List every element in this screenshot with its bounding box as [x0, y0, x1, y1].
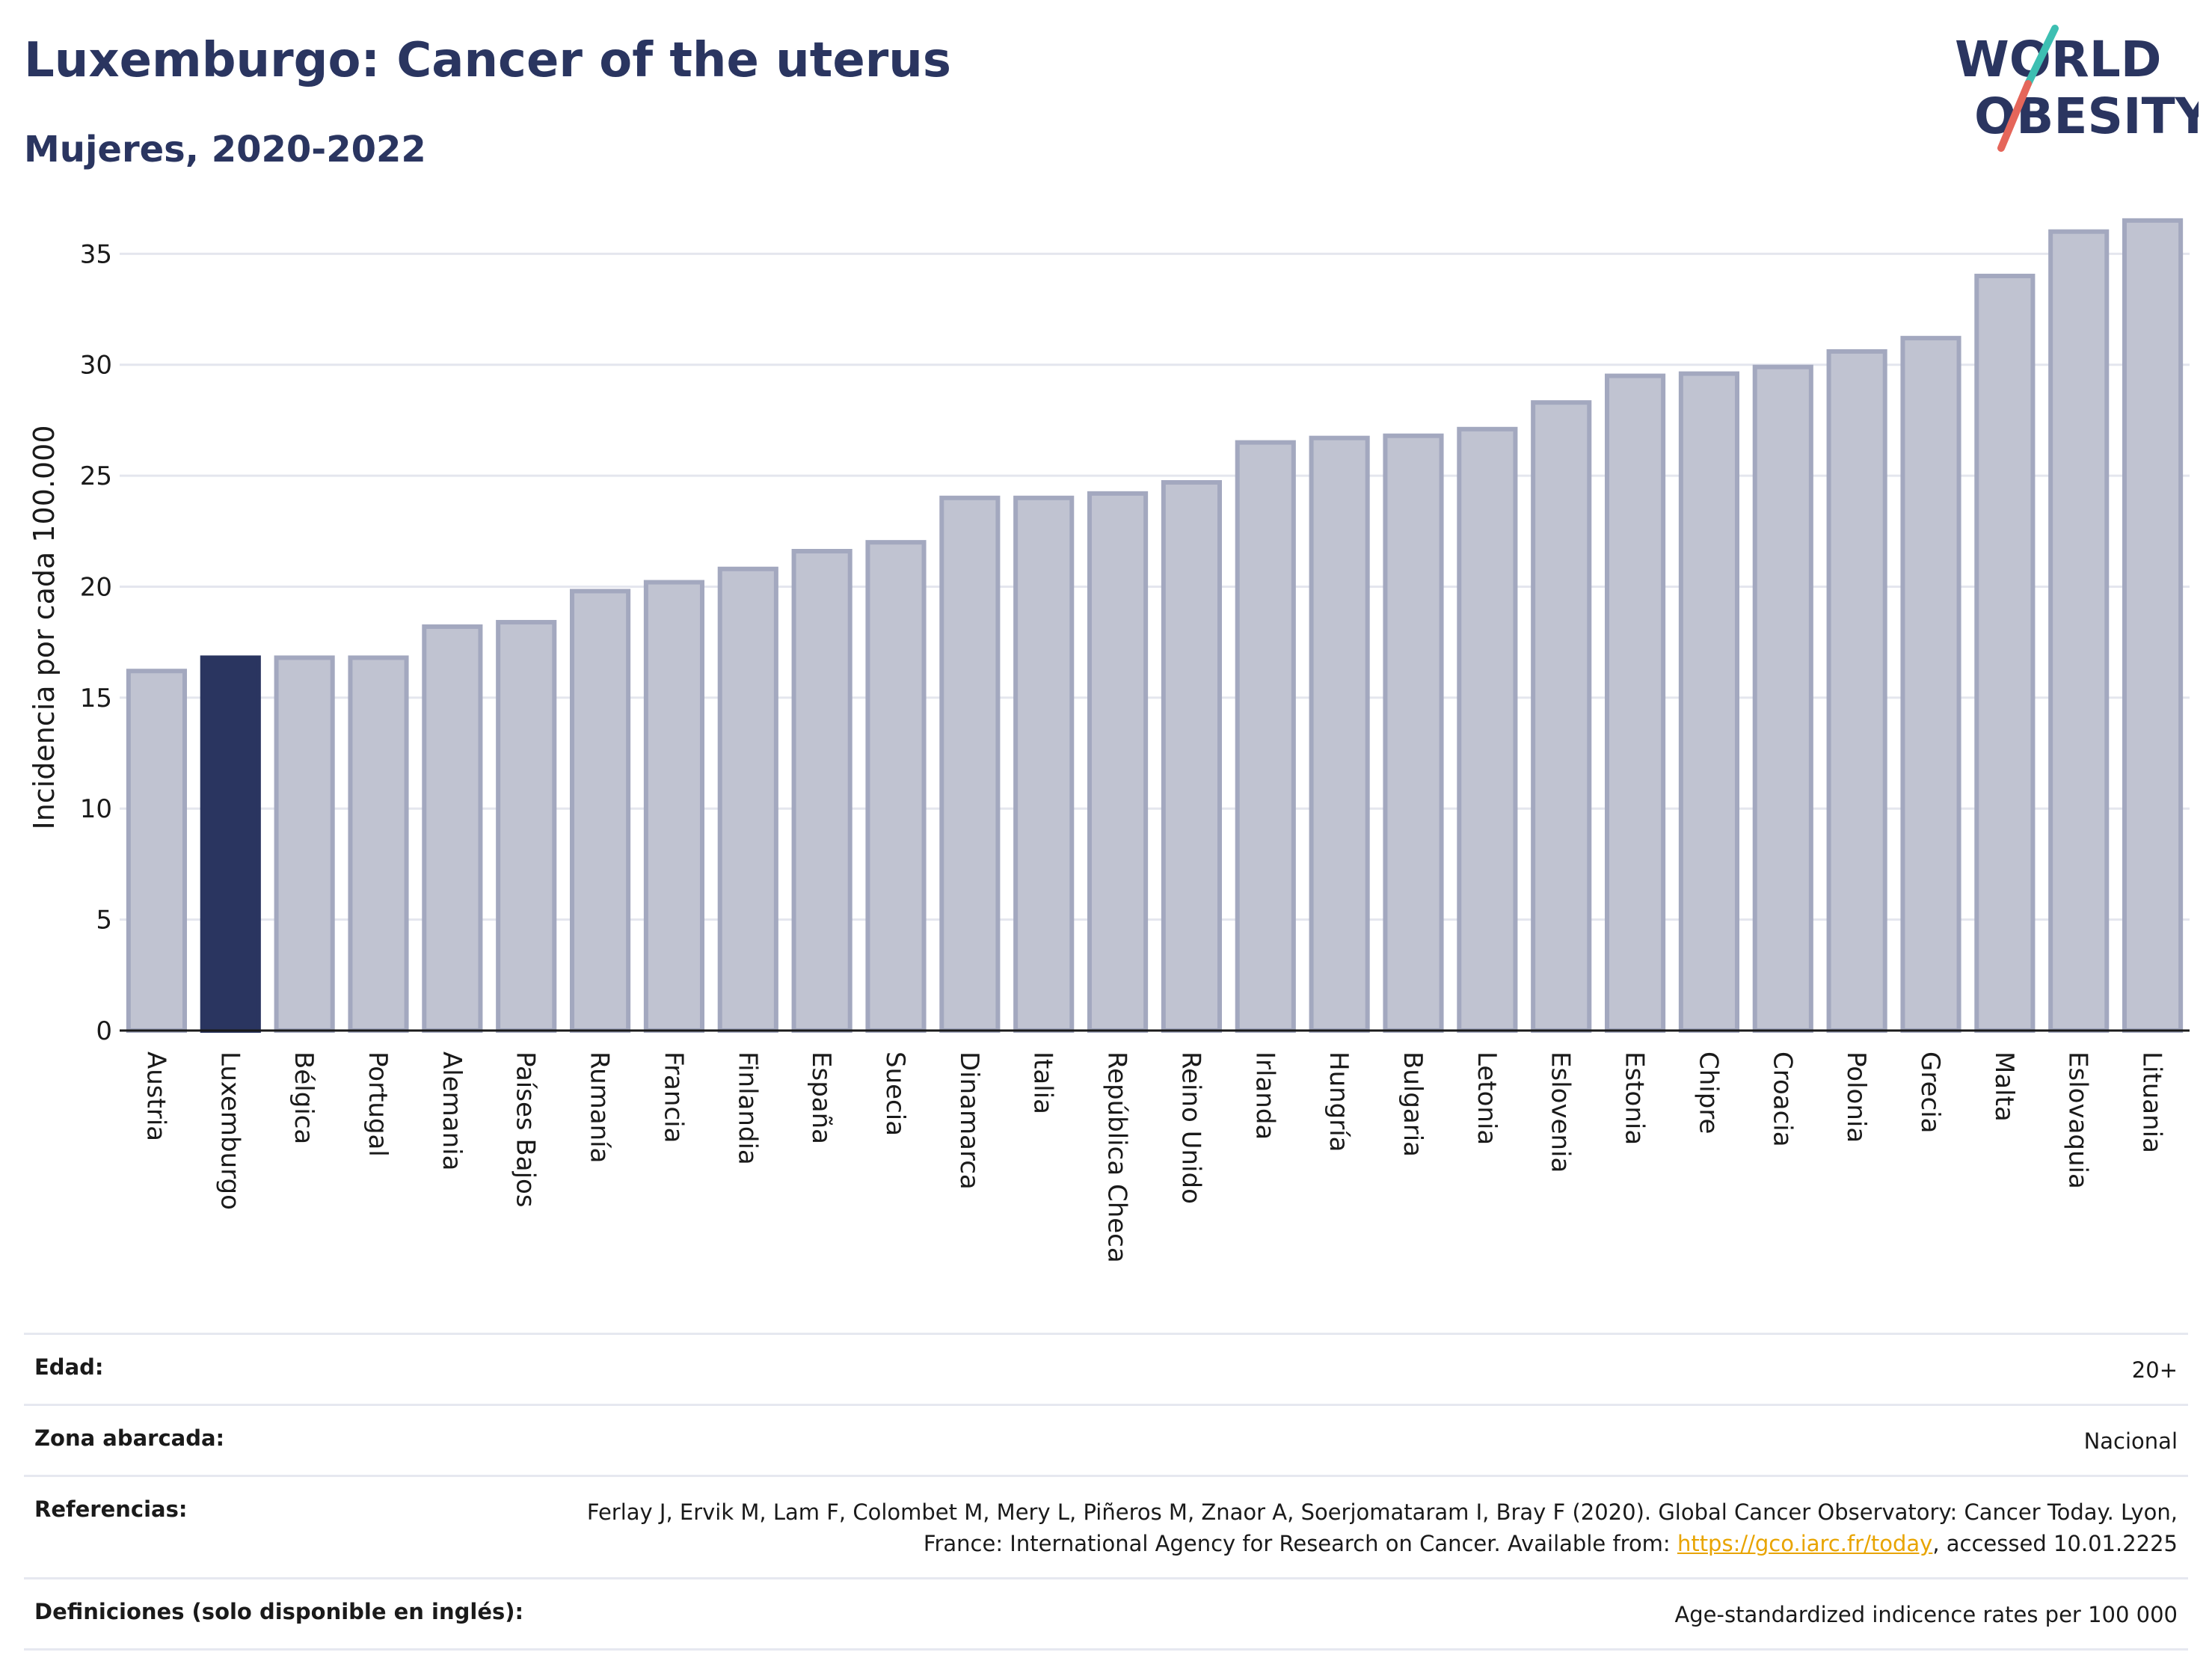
- area-value: Nacional: [2083, 1428, 2178, 1454]
- bar-eslovenia: [1531, 400, 1592, 1033]
- x-tick-label: Suecia: [880, 1051, 910, 1136]
- x-tick-label: Letonia: [1472, 1051, 1502, 1145]
- meta-row-references: Referencias: Ferlay J, Ervik M, Lam F, C…: [24, 1475, 2188, 1577]
- bar-grecia: [1900, 336, 1961, 1034]
- x-tick-label: Eslovaquia: [2063, 1051, 2093, 1189]
- bar-bulgaria: [1383, 433, 1444, 1033]
- bar-finlandia: [717, 566, 778, 1033]
- logo-slash-teal: [2024, 25, 2059, 87]
- bar-malta: [1974, 274, 2036, 1033]
- x-tick-label: Dinamarca: [954, 1051, 984, 1190]
- bar-eslovaquia: [2048, 229, 2110, 1034]
- bar-polonia: [1826, 348, 1887, 1033]
- bar-irlanda: [1235, 440, 1296, 1033]
- y-tick-label: 20: [80, 572, 112, 602]
- bar-alemania: [422, 624, 483, 1033]
- x-tick-label: Alemania: [437, 1051, 467, 1170]
- bar-luxemburgo: [200, 655, 261, 1034]
- x-tick-label: Francia: [658, 1051, 688, 1143]
- age-value: 20+: [2131, 1357, 2178, 1383]
- x-tick-label: Bulgaria: [1398, 1051, 1428, 1157]
- age-label: Edad:: [34, 1354, 104, 1380]
- bar-lituania: [2122, 218, 2184, 1033]
- bar-croacia: [1752, 364, 1813, 1033]
- x-tick-label: Rumanía: [585, 1051, 615, 1163]
- definitions-label: Definiciones (solo disponible en inglés)…: [34, 1599, 524, 1624]
- bar-portugal: [348, 655, 409, 1034]
- references-accessed: , accessed 10.01.2225: [1932, 1531, 2178, 1556]
- y-tick-label: 30: [80, 351, 112, 381]
- meta-row-definitions: Definiciones (solo disponible en inglés)…: [24, 1577, 2188, 1651]
- x-tick-label: Italia: [1028, 1051, 1058, 1114]
- bar-república-checa: [1087, 491, 1149, 1033]
- chart-title: Luxemburgo: Cancer of the uterus: [24, 33, 951, 88]
- x-tick-label: Austria: [141, 1051, 170, 1141]
- logo-word-world: WORLD: [1955, 31, 2162, 88]
- y-axis-label: Incidencia por cada 100.000: [28, 425, 61, 829]
- x-tick-label: Países Bajos: [511, 1051, 541, 1208]
- x-tick-label: Bélgica: [289, 1051, 319, 1144]
- x-tick-label: Luxemburgo: [215, 1051, 245, 1210]
- x-tick-label: Chipre: [1693, 1051, 1723, 1134]
- x-tick-label: Hungría: [1324, 1051, 1354, 1152]
- x-tick-label: Grecia: [1915, 1051, 1945, 1133]
- bar-reino-unido: [1161, 480, 1222, 1033]
- x-tick-label: República Checa: [1102, 1051, 1132, 1263]
- x-tick-label: Malta: [1989, 1051, 2019, 1122]
- y-tick-label: 15: [80, 684, 112, 713]
- x-tick-label: Polonia: [1841, 1051, 1871, 1143]
- bar-chipre: [1678, 371, 1739, 1034]
- x-tick-label: Reino Unido: [1176, 1051, 1205, 1204]
- metadata-table: Edad: 20+ Zona abarcada: Nacional Refere…: [24, 1333, 2188, 1651]
- references-text: Ferlay J, Ervik M, Lam F, Colombet M, Me…: [586, 1499, 2178, 1556]
- bar-suecia: [865, 540, 927, 1033]
- bar-letonia: [1457, 426, 1518, 1033]
- definitions-value: Age-standardized indicence rates per 100…: [1674, 1602, 2178, 1627]
- bar-españa: [791, 549, 852, 1033]
- x-tick-label: Portugal: [363, 1051, 393, 1157]
- bar-estonia: [1605, 373, 1666, 1033]
- x-tick-label: Eslovenia: [1546, 1051, 1576, 1173]
- y-tick-label: 5: [96, 906, 112, 936]
- bar-chart: 0 5 10 15 20 25 30 35 Incidencia por cada 100.00…: [28, 218, 2190, 1263]
- bar-dinamarca: [939, 495, 1001, 1033]
- bar-hungría: [1309, 435, 1370, 1033]
- y-tick-label: 25: [80, 461, 112, 491]
- area-label: Zona abarcada:: [34, 1425, 225, 1451]
- bar-italia: [1013, 495, 1075, 1033]
- logo-slash-coral: [1997, 80, 2032, 152]
- world-obesity-logo: WORLD OBESITY: [1955, 25, 2199, 152]
- bar-austria: [126, 669, 187, 1033]
- x-tick-label: España: [806, 1051, 836, 1144]
- references-link[interactable]: https://gco.iarc.fr/today: [1677, 1531, 1933, 1556]
- bar-países-bajos: [496, 619, 557, 1033]
- references-value: Ferlay J, Ervik M, Lam F, Colombet M, Me…: [532, 1496, 2178, 1559]
- y-tick-label: 10: [80, 794, 112, 824]
- bar-rumanía: [570, 589, 631, 1033]
- bar-bélgica: [274, 655, 335, 1034]
- x-tick-label: Irlanda: [1250, 1051, 1279, 1140]
- x-tick-label: Finlandia: [732, 1051, 762, 1165]
- chart-subtitle: Mujeres, 2020-2022: [24, 129, 426, 171]
- y-tick-label: 35: [80, 239, 112, 269]
- meta-row-age: Edad: 20+: [24, 1333, 2188, 1404]
- x-tick-label: Lituania: [2137, 1051, 2167, 1153]
- references-label: Referencias:: [34, 1496, 188, 1522]
- y-tick-label: 0: [96, 1016, 112, 1046]
- meta-row-area: Zona abarcada: Nacional: [24, 1404, 2188, 1475]
- x-tick-label: Croacia: [1767, 1051, 1797, 1147]
- bar-francia: [643, 580, 704, 1033]
- x-tick-label: Estonia: [1620, 1051, 1650, 1145]
